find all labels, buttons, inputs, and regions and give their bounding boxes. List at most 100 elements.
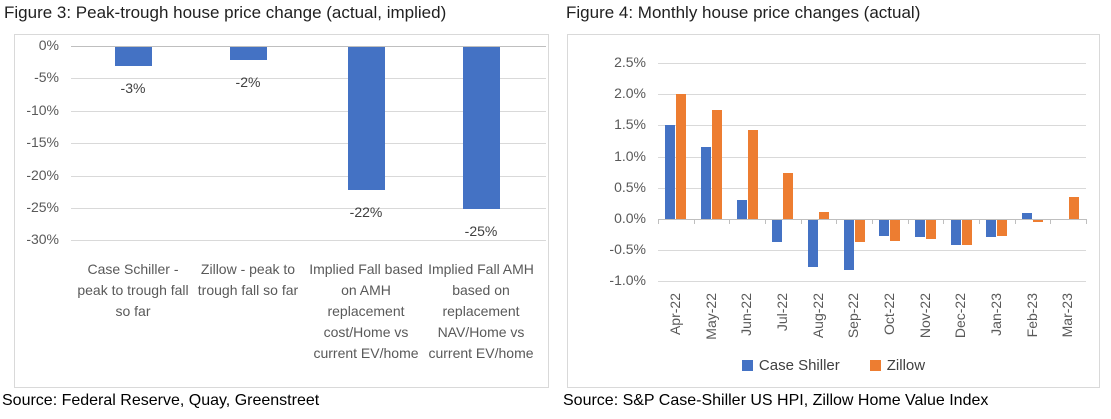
bar-series [114,47,152,67]
axis-tick [907,219,909,224]
y-axis-tick-label: -0.5% [609,241,646,258]
y-axis-tick-label: -25% [26,199,59,215]
axis-tick [979,219,980,224]
y-axis-tick-label: 1.5% [614,116,646,133]
bar-case-shiller [915,220,925,238]
y-axis-tick-label: 2.5% [614,54,646,70]
bar-data-label: -2% [235,73,261,90]
y-axis-tick-label: -1.0% [609,272,646,289]
axis-tick [836,219,838,224]
y-axis-tick-label: -5% [34,69,59,86]
legend-label: Case Shiller [758,357,840,374]
axis-tick [1014,219,1016,224]
x-axis-tick-label: Feb-23 [1023,293,1040,338]
bar-case-shiller [950,220,961,245]
y-axis-tick-label: -30% [26,231,59,248]
gridline [658,281,1086,283]
figure3-plot-area: 0% -5% -10% -15% -20% -25% -30% -3% Case Schille… [15,35,548,387]
y-axis-tick-label: 1.0% [614,147,646,164]
legend-item: Zillow [869,357,926,374]
x-axis-tick-label: Oct-22 [880,293,897,336]
gridline [71,208,546,209]
bar-zillow [997,220,1008,236]
x-category-label: Implied Fall based on AMH replacement co… [309,261,423,361]
gridline [658,63,1086,64]
bar-case-shiller [772,220,783,242]
legend-label: Zillow [886,357,926,374]
bar-zillow [961,220,972,245]
x-category-label: Case Schiller - peak to trough fall so f… [77,261,189,319]
axis-tick [800,219,802,224]
x-axis-tick-label: Dec-22 [952,293,969,339]
x-axis-tick-label: Sep-22 [845,293,862,339]
bar-case-shiller [843,220,854,270]
y-axis-tick-label: -15% [26,134,59,151]
bar-zillow [1033,220,1043,222]
x-axis-tick-label: Apr-22 [666,293,683,336]
legend-swatch [741,360,753,371]
bar-zillow [854,220,865,242]
gridline [71,110,546,112]
x-axis-tick-label: Mar-23 [1059,293,1076,338]
axis-tick [943,219,945,224]
gridline [658,250,1086,252]
bar-case-shiller [1022,212,1032,219]
x-axis-tick-label: Jul-22 [773,293,790,332]
bar-data-label: -22% [349,203,383,220]
bar-series [229,47,267,60]
bar-zillow [676,94,687,219]
figure4-chart: 2.5% 2.0% 1.5% 1.0% 0.5% 0.0% -0.5% -1.0% Apr-22… [567,34,1100,388]
gridline [658,94,1086,96]
figure3-source: Source: Federal Reserve, Quay, Greenstre… [2,392,320,409]
gridline [71,240,546,242]
y-axis-tick-label: -20% [26,166,59,183]
axis-tick [693,219,695,224]
axis-tick [1086,219,1087,224]
bar-case-shiller [701,147,711,219]
y-axis-tick-label: 0.5% [614,178,646,195]
bar-series [462,47,500,209]
axis-tick [658,219,659,224]
x-axis-tick-label: Jun-22 [738,293,755,336]
bar-zillow [890,220,901,241]
bar-zillow [1068,197,1079,219]
figure3-title: Figure 3: Peak-trough house price change… [4,3,447,22]
x-axis-tick-label: Nov-22 [916,293,933,339]
x-axis-tick-label: May-22 [702,293,719,340]
bar-data-label: -25% [464,223,498,239]
bar-zillow [783,173,794,219]
bar-case-shiller [879,220,890,236]
gridline [71,175,546,177]
bar-case-shiller [736,200,747,219]
figure4-source: Source: S&P Case-Shiller US HPI, Zillow … [563,392,989,409]
legend-item: Case Shiller [741,357,840,374]
bar-case-shiller [986,220,997,238]
legend-swatch [869,360,881,371]
bar-case-shiller [808,220,818,267]
y-axis-tick-label: 0% [38,37,59,53]
bar-zillow [712,109,722,219]
gridline [71,46,546,47]
bar-series [347,47,385,190]
bar-zillow [747,130,758,219]
y-axis-tick-label: 0.0% [614,210,646,226]
axis-tick [1050,219,1052,224]
y-axis-tick-label: -10% [26,101,59,118]
gridline [71,143,546,145]
axis-tick [765,219,766,224]
figure4-title: Figure 4: Monthly house price changes (a… [566,3,921,22]
bar-zillow [819,211,829,219]
x-category-label: Zillow - peak to trough fall so far [197,261,299,298]
x-category-label: Implied Fall AMH based on replacement NA… [428,261,534,361]
gridline [658,156,1086,158]
axis-tick [872,219,873,224]
figure4-plot-area: 2.5% 2.0% 1.5% 1.0% 0.5% 0.0% -0.5% -1.0% Apr-22… [568,35,1099,387]
bar-data-label: -3% [120,80,146,97]
gridline [658,187,1086,189]
gridline [658,125,1086,127]
bar-zillow [926,220,936,239]
axis-tick [729,219,731,224]
gridline [71,78,546,80]
x-axis-tick-label: Jan-23 [987,293,1004,336]
